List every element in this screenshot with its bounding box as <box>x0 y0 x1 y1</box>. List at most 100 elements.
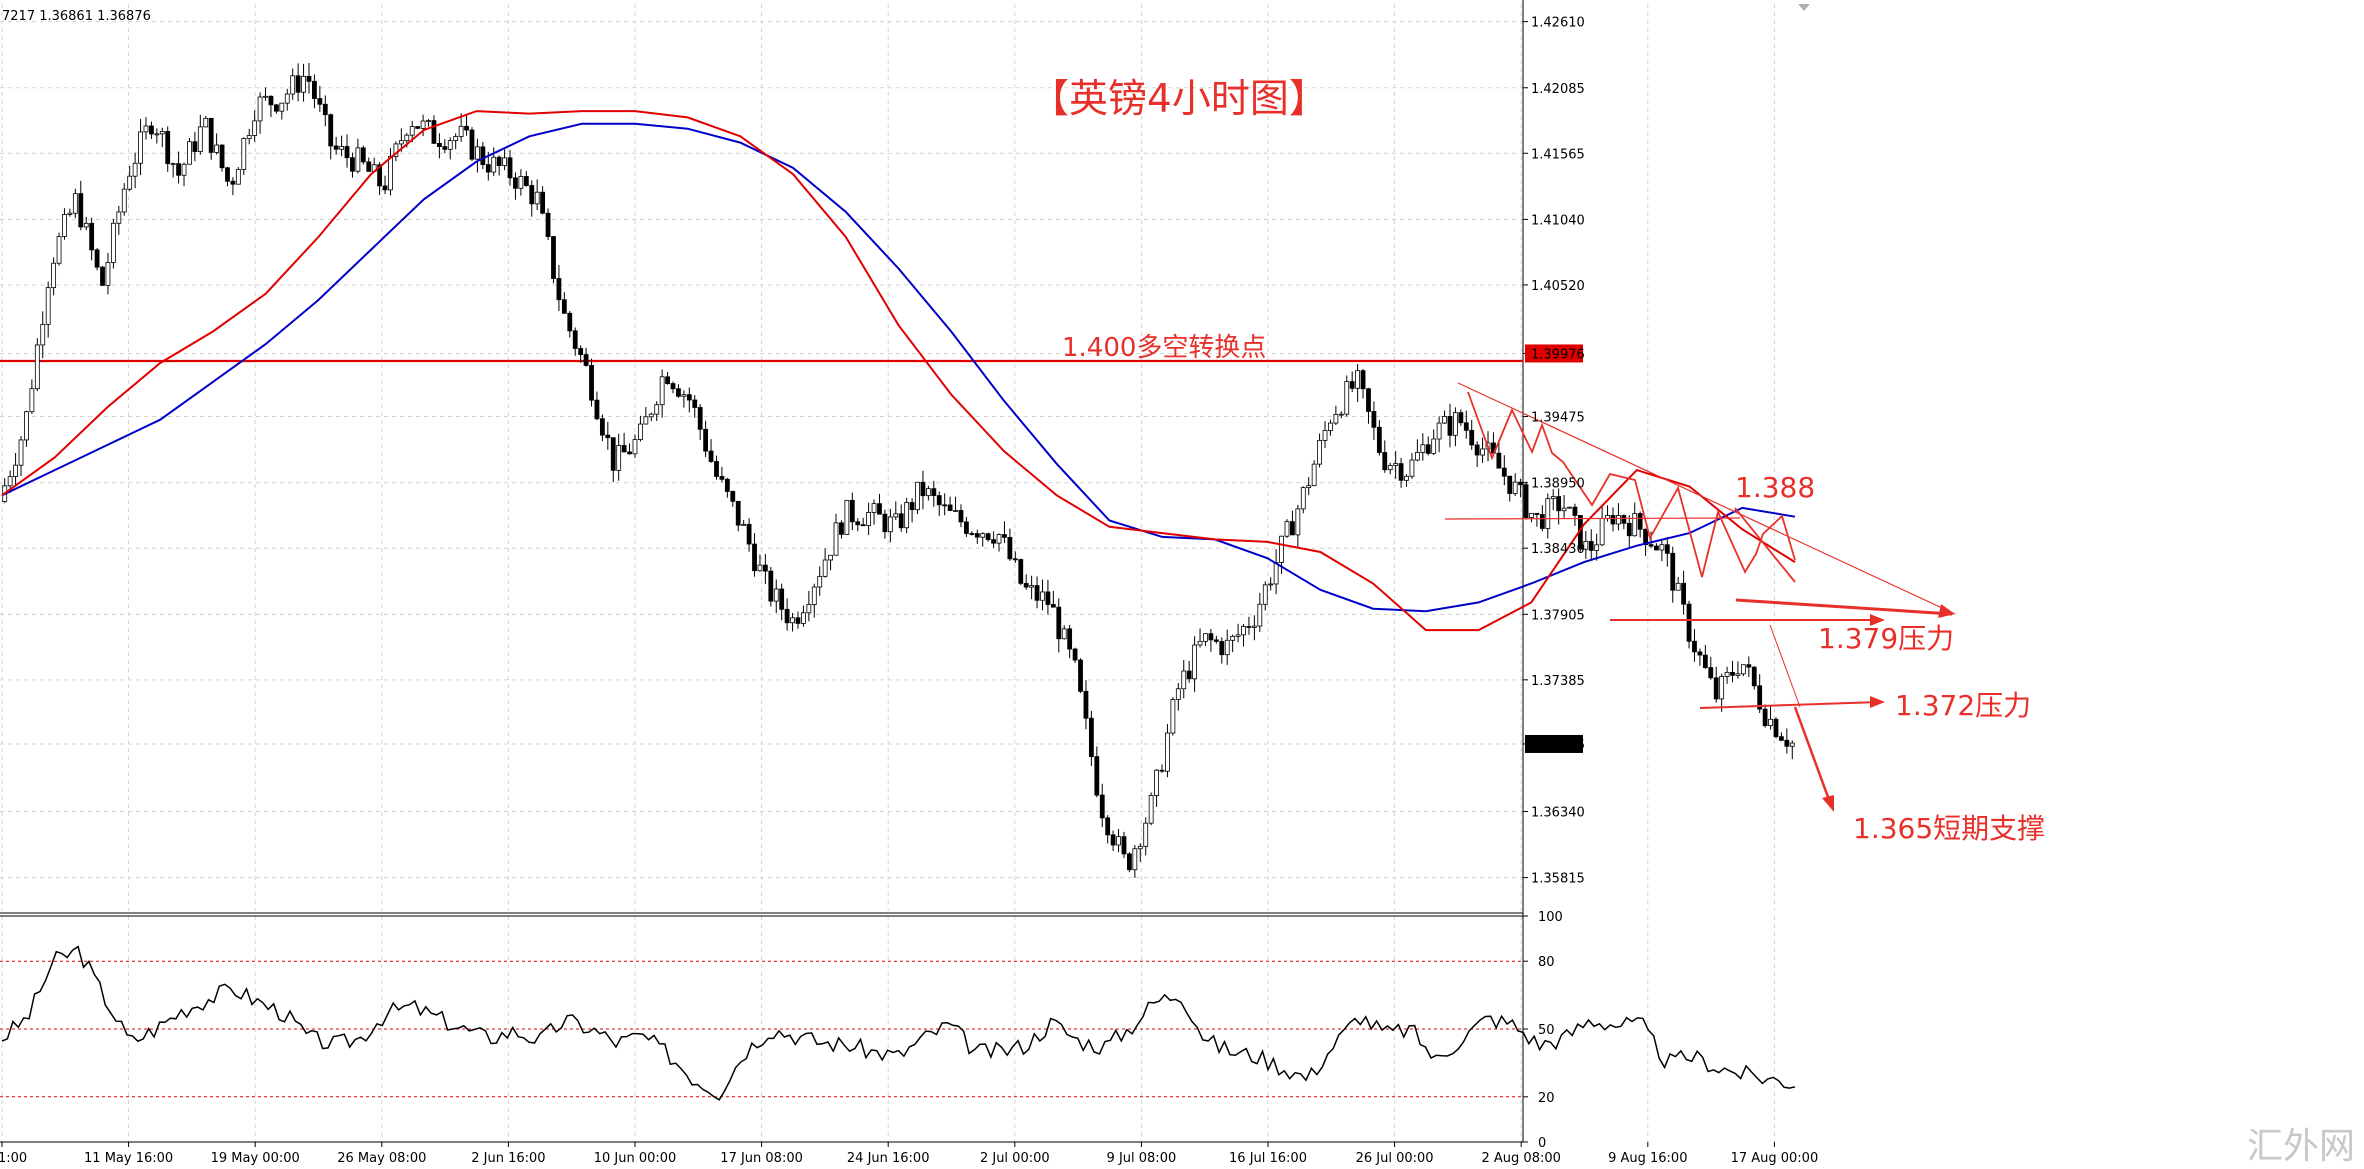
price-tick-label: 1.36340 <box>1531 805 1585 820</box>
candle-body <box>1290 521 1295 536</box>
oscillator-tick-label: 80 <box>1538 955 1555 970</box>
candle-body <box>632 439 638 455</box>
candle-body <box>1463 422 1469 431</box>
candle-body <box>920 481 926 497</box>
candle-body <box>779 588 785 610</box>
candle-body <box>1474 444 1480 456</box>
candle-body <box>697 407 703 430</box>
candle-body <box>866 512 872 526</box>
candle-body <box>235 169 241 185</box>
candle-body <box>1453 412 1458 436</box>
candle-body <box>659 376 665 406</box>
candle-body <box>252 120 258 136</box>
candle-body <box>757 564 763 572</box>
candle-body <box>849 499 855 523</box>
candle-body <box>132 162 138 177</box>
support-arrow <box>1793 706 1834 809</box>
candle-body <box>1181 670 1187 690</box>
candle-body <box>752 543 757 572</box>
candle-body <box>1621 515 1627 524</box>
wave-path <box>1467 391 1796 578</box>
candle-body <box>1637 513 1643 530</box>
candle-body <box>551 236 556 279</box>
candle-body <box>1360 370 1366 390</box>
candle-body <box>268 95 274 106</box>
candle-body <box>1175 688 1181 700</box>
candle-body <box>1469 429 1475 446</box>
price-tick-label: 1.41565 <box>1531 147 1585 162</box>
candle-body <box>844 499 850 535</box>
candle-body <box>1121 836 1127 855</box>
candle-body <box>1034 585 1040 601</box>
price-tick-label: 1.38430 <box>1531 542 1585 557</box>
candle-body <box>257 96 263 122</box>
candle-body <box>947 504 953 511</box>
candle-body <box>377 164 383 187</box>
candle-body <box>1404 475 1409 481</box>
candle-body <box>110 222 116 263</box>
candle-body <box>735 500 741 526</box>
candle-body <box>1268 583 1274 586</box>
candle-body <box>681 394 687 397</box>
candle-body <box>100 266 105 286</box>
candle-body <box>1588 541 1594 551</box>
candle-body <box>197 126 203 152</box>
candle-body <box>833 522 839 556</box>
candle-body <box>1572 506 1578 516</box>
chart-shift-marker[interactable] <box>1798 4 1810 11</box>
candle-body <box>1534 512 1540 515</box>
level-1388-line <box>1444 517 1741 520</box>
candle-body <box>1442 416 1447 424</box>
candle-body <box>1197 640 1203 646</box>
annotation-drawings <box>1444 382 1956 809</box>
candle-body <box>458 125 464 137</box>
candle-body <box>1567 506 1572 509</box>
candle-body <box>246 135 252 139</box>
candle-body <box>1724 671 1730 677</box>
candle-body <box>1779 736 1784 741</box>
candle-body <box>116 211 122 224</box>
time-tick-label: 11 May 16:00 <box>84 1151 173 1166</box>
candle-body <box>1110 834 1116 846</box>
watermark: 汇外网 <box>2247 1126 2355 1167</box>
candle-body <box>1675 582 1681 591</box>
candle-body <box>1632 513 1638 537</box>
candle-body <box>839 522 844 535</box>
candle-body <box>974 533 980 538</box>
candle-body <box>627 451 632 455</box>
candle-body <box>1349 381 1355 389</box>
candle-body <box>1458 412 1464 424</box>
candle-body <box>1072 648 1078 661</box>
candle-body <box>469 129 475 160</box>
candle-body <box>306 75 312 82</box>
candle-body <box>34 344 40 390</box>
candle-body <box>1545 498 1551 529</box>
candle-body <box>1230 635 1236 641</box>
candle-body <box>513 177 518 189</box>
candle-body <box>1295 508 1301 536</box>
candle-body <box>1708 667 1714 679</box>
oscillator-tick-label: 100 <box>1538 910 1563 925</box>
candle-body <box>442 146 448 150</box>
time-axis: 1:00 11 May 16:00 19 May 00:00 26 May 08:00… <box>0 1142 1818 1166</box>
candle-body <box>1317 439 1322 465</box>
candle-body <box>806 604 812 614</box>
downtrend-line <box>1457 382 1956 615</box>
candle-body <box>567 312 573 332</box>
candle-body <box>393 143 399 157</box>
candle-body <box>1626 522 1632 537</box>
candle-body <box>1382 452 1388 471</box>
candle-body <box>1757 685 1763 710</box>
time-tick-label: 10 Jun 00:00 <box>594 1151 677 1166</box>
candle-body <box>447 140 453 150</box>
candle-body <box>822 559 828 577</box>
candle-body <box>1583 541 1589 550</box>
candle-body <box>1436 422 1442 440</box>
candle-body <box>1539 514 1545 529</box>
candle-body <box>980 533 986 538</box>
candle-body <box>1654 545 1659 551</box>
candle-body <box>496 156 502 166</box>
candle-body <box>1376 426 1382 453</box>
ma-fast-line <box>1 110 1796 632</box>
candle-body <box>339 146 344 150</box>
